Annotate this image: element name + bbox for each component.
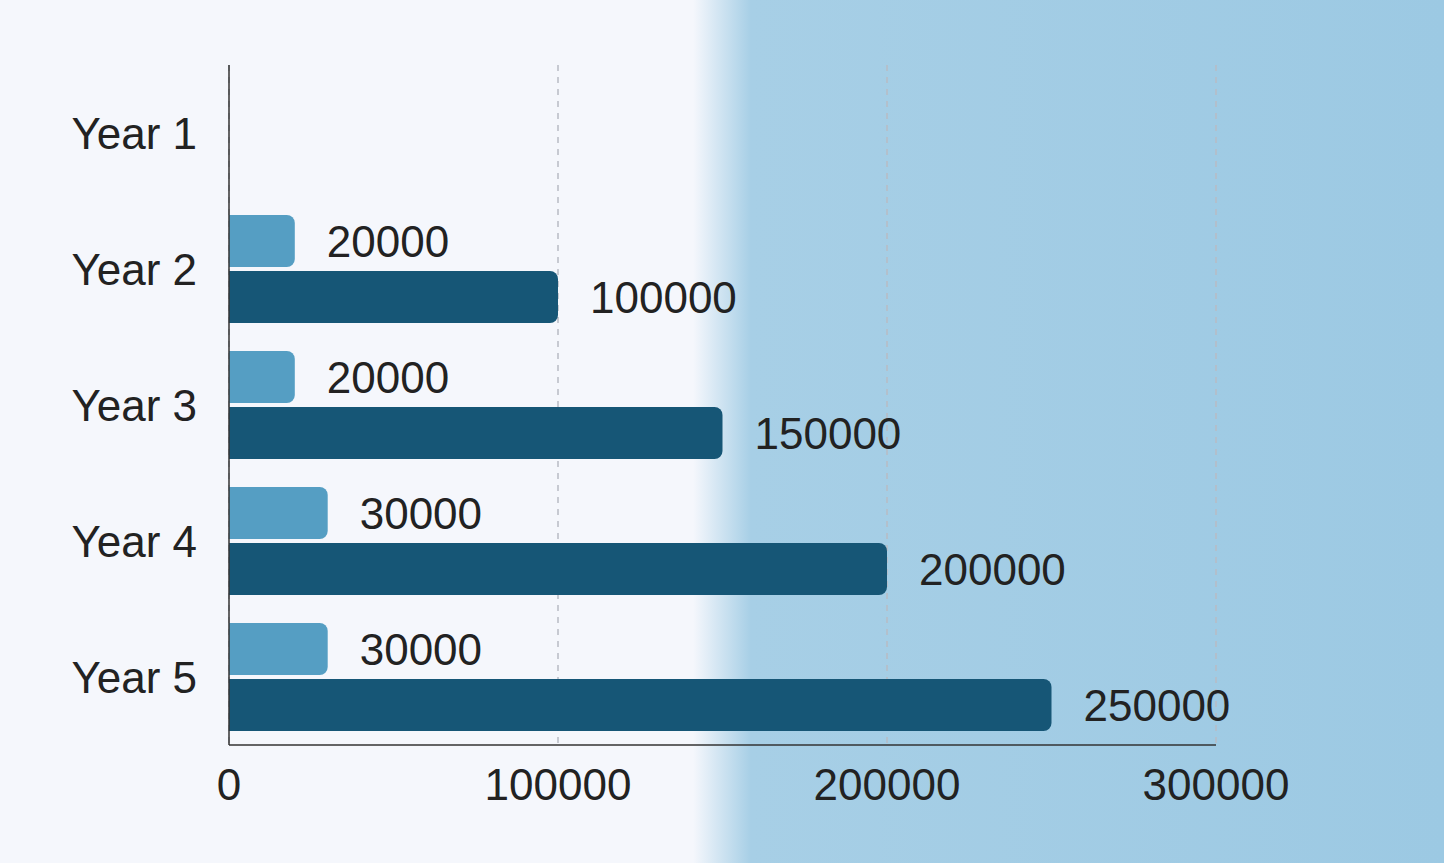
- svg-text:300000: 300000: [1143, 760, 1290, 809]
- svg-text:100000: 100000: [485, 760, 632, 809]
- svg-text:Year 5: Year 5: [71, 653, 197, 702]
- svg-text:150000: 150000: [755, 409, 902, 458]
- svg-text:20000: 20000: [327, 217, 449, 266]
- svg-text:100000: 100000: [590, 273, 737, 322]
- svg-text:0: 0: [217, 760, 241, 809]
- svg-text:Year 3: Year 3: [71, 381, 197, 430]
- svg-text:Year 1: Year 1: [71, 109, 197, 158]
- svg-text:30000: 30000: [360, 489, 482, 538]
- svg-text:200000: 200000: [919, 545, 1066, 594]
- svg-text:20000: 20000: [327, 353, 449, 402]
- svg-text:Year 2: Year 2: [71, 245, 197, 294]
- svg-text:200000: 200000: [814, 760, 961, 809]
- svg-text:30000: 30000: [360, 625, 482, 674]
- svg-text:Year 4: Year 4: [71, 517, 197, 566]
- svg-text:250000: 250000: [1084, 681, 1231, 730]
